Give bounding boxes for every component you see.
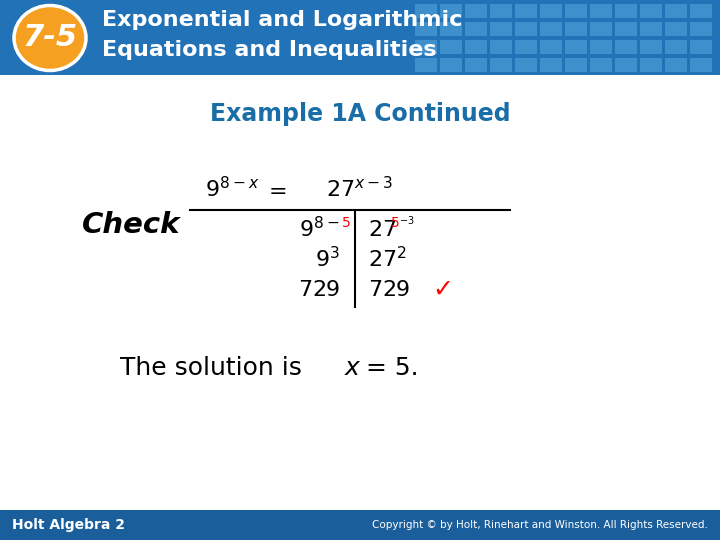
Bar — [640, 22, 662, 36]
Bar — [590, 22, 612, 36]
Text: $9^{8-}$: $9^{8-}$ — [300, 218, 340, 242]
Bar — [440, 4, 462, 18]
Bar — [0, 510, 720, 540]
Bar — [540, 22, 562, 36]
Bar — [490, 22, 512, 36]
Bar — [490, 58, 512, 72]
Text: Example 1A Continued: Example 1A Continued — [210, 102, 510, 126]
Bar — [640, 4, 662, 18]
Bar — [565, 58, 587, 72]
Bar — [465, 22, 487, 36]
Text: x: x — [345, 356, 360, 380]
Text: Exponential and Logarithmic: Exponential and Logarithmic — [102, 10, 462, 30]
Text: Copyright © by Holt, Rinehart and Winston. All Rights Reserved.: Copyright © by Holt, Rinehart and Winsto… — [372, 520, 708, 530]
Text: $27^2$: $27^2$ — [368, 247, 407, 273]
Bar — [615, 4, 637, 18]
Bar — [690, 58, 712, 72]
Bar — [415, 40, 437, 54]
Bar — [640, 58, 662, 72]
Bar — [465, 40, 487, 54]
Text: Holt Algebra 2: Holt Algebra 2 — [12, 518, 125, 532]
Bar — [440, 40, 462, 54]
Bar — [690, 40, 712, 54]
Bar — [665, 4, 687, 18]
Text: $9^3$: $9^3$ — [315, 247, 340, 273]
Bar — [515, 4, 537, 18]
Text: $5$: $5$ — [390, 216, 400, 230]
Text: = 5.: = 5. — [358, 356, 418, 380]
Text: $729$: $729$ — [368, 279, 410, 301]
Bar — [590, 4, 612, 18]
Text: The solution is: The solution is — [120, 356, 310, 380]
Text: $=$: $=$ — [264, 179, 287, 201]
Bar — [565, 40, 587, 54]
Bar — [615, 58, 637, 72]
Bar — [0, 75, 720, 510]
Bar — [590, 58, 612, 72]
Text: $5$: $5$ — [341, 216, 351, 230]
Ellipse shape — [14, 5, 86, 71]
Text: Check: Check — [82, 211, 181, 239]
Bar — [415, 22, 437, 36]
Bar — [690, 22, 712, 36]
Text: ✓: ✓ — [432, 278, 453, 302]
Text: $^{-3}$: $^{-3}$ — [399, 216, 415, 230]
Bar — [440, 22, 462, 36]
Bar — [640, 40, 662, 54]
Text: 7-5: 7-5 — [22, 24, 78, 52]
Bar — [590, 40, 612, 54]
Text: $27^{x-3}$: $27^{x-3}$ — [326, 178, 394, 202]
Bar — [615, 40, 637, 54]
Bar — [540, 58, 562, 72]
Bar — [540, 40, 562, 54]
Text: $9^{8-x}$: $9^{8-x}$ — [205, 178, 260, 202]
Bar — [490, 40, 512, 54]
Text: Equations and Inequalities: Equations and Inequalities — [102, 40, 436, 60]
Bar — [0, 0, 720, 75]
Bar — [415, 58, 437, 72]
Bar — [665, 22, 687, 36]
Bar — [540, 4, 562, 18]
Bar — [665, 40, 687, 54]
Bar — [565, 4, 587, 18]
Bar — [415, 4, 437, 18]
Bar — [440, 58, 462, 72]
Bar — [665, 58, 687, 72]
Bar — [465, 58, 487, 72]
Bar — [515, 40, 537, 54]
Bar — [515, 22, 537, 36]
Bar — [515, 58, 537, 72]
Bar — [615, 22, 637, 36]
Text: $729$: $729$ — [297, 279, 340, 301]
Bar — [690, 4, 712, 18]
Bar — [565, 22, 587, 36]
Bar — [465, 4, 487, 18]
Text: $27^{}$: $27^{}$ — [368, 219, 397, 241]
Bar — [490, 4, 512, 18]
